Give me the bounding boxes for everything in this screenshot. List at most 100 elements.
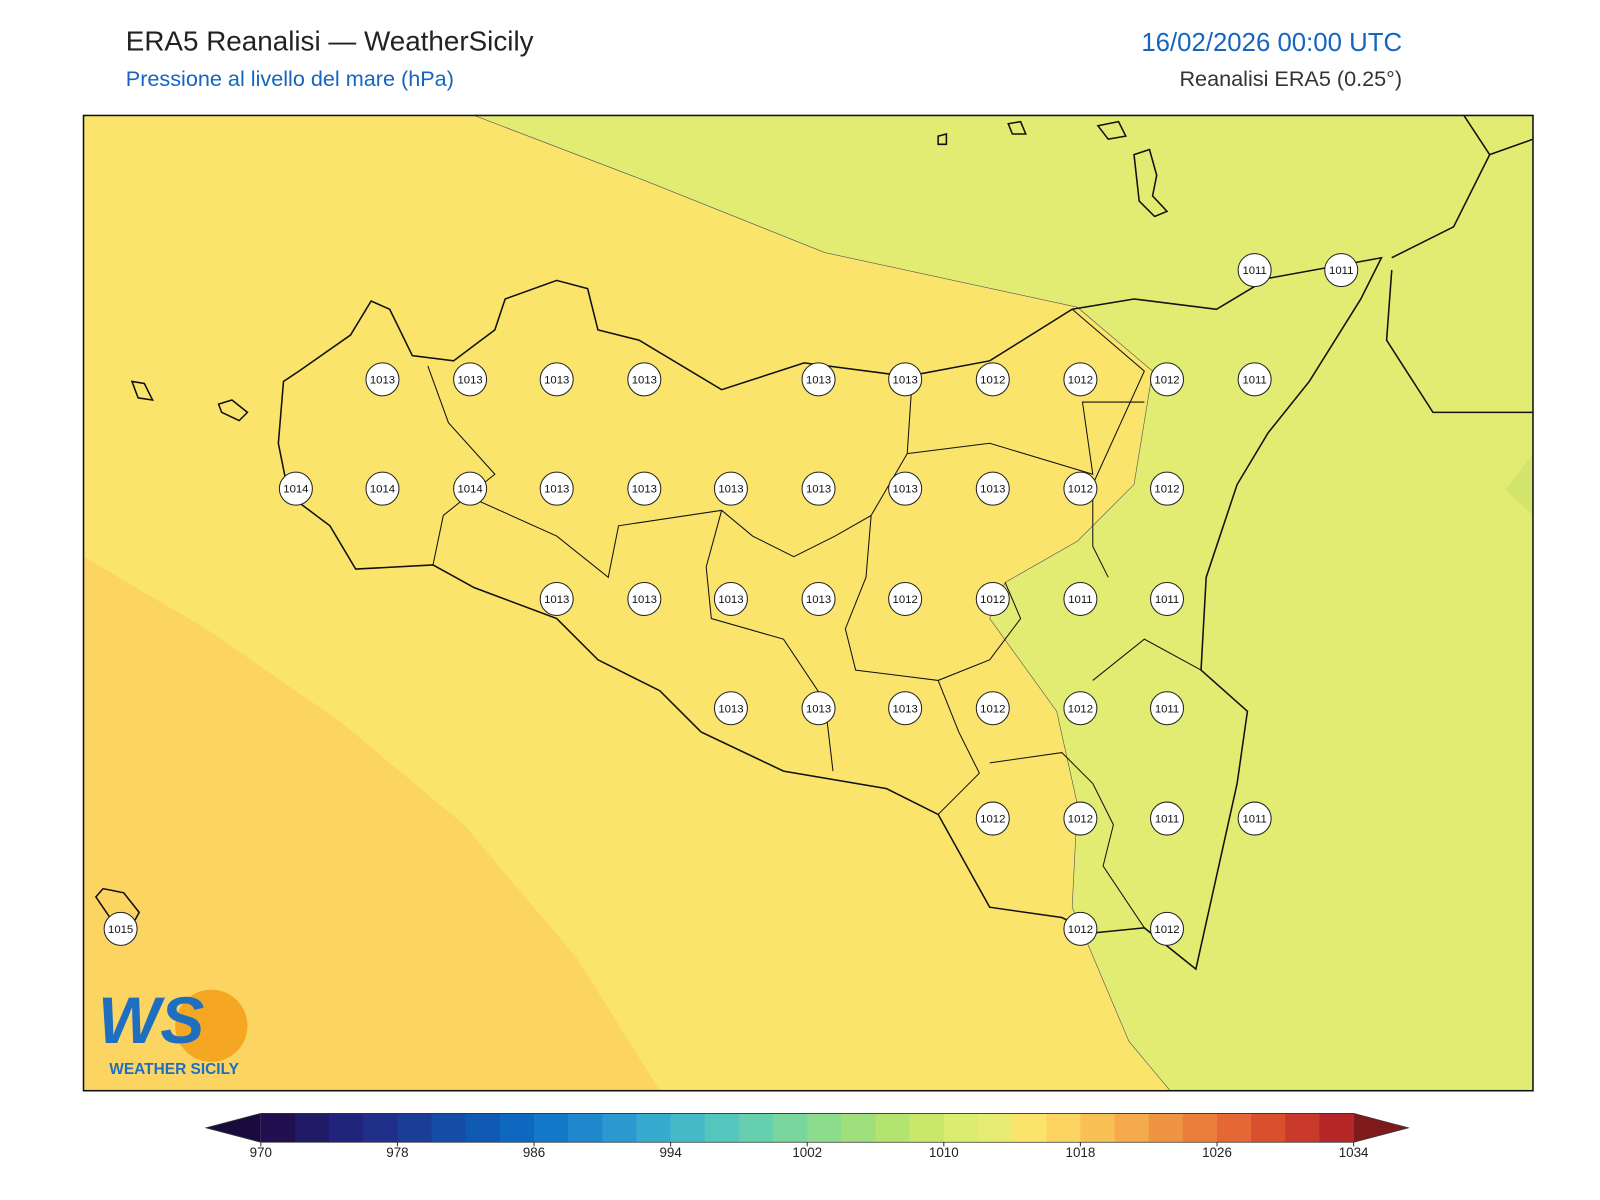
station-value: 1013 xyxy=(632,594,657,606)
colorbar-bin xyxy=(1217,1113,1252,1143)
station-marker xyxy=(801,581,836,616)
logo: WS WEATHER SICILY xyxy=(98,983,248,1078)
station-marker xyxy=(1063,691,1098,726)
station-marker xyxy=(627,471,662,506)
station-value: 1013 xyxy=(544,484,569,496)
field-1008 xyxy=(1505,453,1533,516)
colorbar-tick-label: 970 xyxy=(250,1145,272,1160)
station-value: 1011 xyxy=(1155,594,1179,606)
station-marker xyxy=(1150,362,1185,397)
station-value: 1012 xyxy=(1154,374,1179,386)
station-value: 1012 xyxy=(980,703,1005,715)
station-marker xyxy=(713,691,748,726)
colorbar-bin xyxy=(568,1113,603,1143)
colorbar-bin xyxy=(943,1113,979,1143)
station-value: 1012 xyxy=(980,374,1005,386)
station-marker xyxy=(1150,801,1185,836)
station-value: 1015 xyxy=(108,924,133,936)
station-marker xyxy=(539,362,574,397)
station-marker xyxy=(1150,911,1185,946)
colorbar-bin xyxy=(294,1113,330,1143)
station-value: 1012 xyxy=(1154,924,1179,936)
station-value: 1012 xyxy=(1154,484,1179,496)
station-marker xyxy=(1063,471,1098,506)
colorbar-bin xyxy=(431,1113,467,1143)
station-marker xyxy=(1063,801,1098,836)
station-value: 1013 xyxy=(980,484,1005,496)
colorbar-bin xyxy=(773,1113,808,1143)
station-marker xyxy=(888,581,923,616)
station-value: 1011 xyxy=(1155,703,1179,715)
station-value: 1013 xyxy=(806,594,831,606)
title: ERA5 Reanalisi — WeatherSicily xyxy=(126,26,534,57)
station-value: 1013 xyxy=(544,374,569,386)
colorbar-bin xyxy=(602,1113,637,1143)
station-marker xyxy=(1063,362,1098,397)
station-value: 1012 xyxy=(1068,814,1093,826)
colorbar-bin xyxy=(1114,1113,1150,1143)
station-value: 1014 xyxy=(458,484,483,496)
colorbar-tick-label: 994 xyxy=(659,1145,682,1160)
station-value: 1013 xyxy=(893,374,918,386)
station-marker xyxy=(1063,581,1098,616)
colorbar-bin xyxy=(534,1113,569,1143)
colorbar-under xyxy=(206,1113,261,1143)
colorbar-bin xyxy=(1319,1113,1355,1143)
colorbar-bin xyxy=(1046,1113,1081,1143)
colorbar-bin xyxy=(738,1113,774,1143)
colorbar-tick-label: 1018 xyxy=(1066,1145,1096,1160)
station-value: 1013 xyxy=(806,484,831,496)
station-value: 1013 xyxy=(632,374,657,386)
colorbar-bin xyxy=(875,1113,911,1143)
colorbar-bin xyxy=(909,1113,945,1143)
field-1014 xyxy=(83,556,660,1091)
station-value: 1012 xyxy=(980,814,1005,826)
colorbar-bin xyxy=(363,1113,398,1143)
colorbar-bin xyxy=(704,1113,740,1143)
colorbar-tick-label: 1026 xyxy=(1202,1145,1232,1160)
station-value: 1012 xyxy=(1068,703,1093,715)
colorbar-bin xyxy=(1080,1113,1116,1143)
station-marker xyxy=(103,911,138,946)
source: Reanalisi ERA5 (0.25°) xyxy=(1179,66,1402,91)
station-marker xyxy=(713,471,748,506)
station-marker xyxy=(1237,362,1272,397)
logo-sun xyxy=(175,989,248,1062)
station-marker xyxy=(1324,253,1359,288)
colorbar-bin xyxy=(260,1113,296,1143)
station-marker xyxy=(1150,581,1185,616)
station-value: 1012 xyxy=(980,594,1005,606)
station-value: 1011 xyxy=(1329,265,1353,277)
station-marker xyxy=(801,362,836,397)
subtitle: Pressione al livello del mare (hPa) xyxy=(126,66,454,91)
colorbar-bin xyxy=(499,1113,535,1143)
station-marker xyxy=(627,581,662,616)
station-value: 1013 xyxy=(806,374,831,386)
station-value: 1012 xyxy=(1068,374,1093,386)
station-value: 1013 xyxy=(632,484,657,496)
colorbar-bin xyxy=(1285,1113,1320,1143)
station-layer: 1011 1011 1013 1013 1013 1013 1013 1013 1012 1012… xyxy=(103,253,1359,946)
station-marker xyxy=(539,581,574,616)
station-marker xyxy=(888,362,923,397)
colorbar-bin xyxy=(1012,1113,1047,1143)
station-marker xyxy=(453,362,488,397)
colorbar-tick-label: 1002 xyxy=(792,1145,822,1160)
station-marker xyxy=(975,691,1010,726)
station-marker xyxy=(627,362,662,397)
colorbar-tick-label: 1034 xyxy=(1339,1145,1369,1160)
colorbar-bin xyxy=(977,1113,1013,1143)
station-value: 1011 xyxy=(1068,594,1092,606)
colorbar-bin xyxy=(636,1113,672,1143)
colorbar-bin xyxy=(841,1113,877,1143)
station-marker xyxy=(1237,253,1272,288)
station-value: 1013 xyxy=(718,594,743,606)
station-marker xyxy=(1063,911,1098,946)
station-value: 1011 xyxy=(1155,814,1179,826)
colorbar-bin xyxy=(465,1113,501,1143)
station-marker xyxy=(713,581,748,616)
colorbar-tick-label: 1010 xyxy=(929,1145,959,1160)
station-marker xyxy=(975,801,1010,836)
station-value: 1014 xyxy=(283,484,308,496)
station-value: 1013 xyxy=(718,703,743,715)
